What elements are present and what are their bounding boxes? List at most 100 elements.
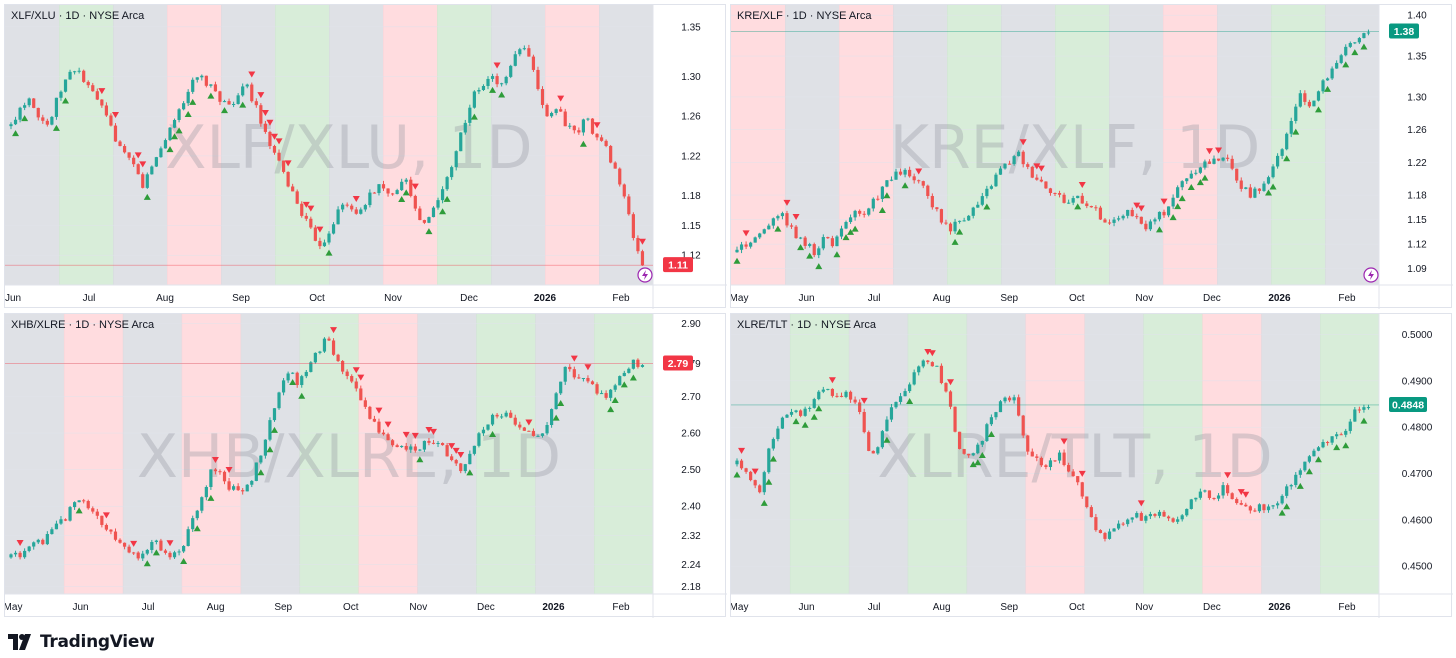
candle-body [1248, 506, 1252, 511]
candle-body [13, 119, 18, 125]
candle-body [132, 552, 136, 554]
candle-body [830, 388, 834, 396]
candle-body [495, 76, 499, 85]
candle-body [522, 427, 526, 431]
last-price-badge [663, 257, 693, 273]
candle-body [1203, 161, 1207, 168]
candle-body [86, 501, 90, 509]
chart-pane-xlre-tlt[interactable]: 0.5000 0.4900 0.4800 0.4700 0.4600 0.4500 May J… [730, 313, 1453, 618]
candle-body [386, 188, 390, 194]
buy-signal-marker [1314, 106, 1322, 113]
candle-body [590, 118, 595, 134]
buy-signal-marker [956, 228, 964, 235]
buy-signal-marker [847, 228, 855, 235]
candle-body [359, 388, 363, 401]
candle-body [127, 152, 131, 158]
candle-body [898, 396, 903, 402]
sell-signal-marker [429, 428, 437, 435]
candle-body [1180, 515, 1184, 520]
candle-body [1026, 435, 1030, 452]
candle-body [304, 215, 308, 219]
regime-band [893, 5, 948, 285]
candle-body [527, 430, 531, 432]
lightning-icon[interactable] [1363, 267, 1379, 283]
sell-signal-marker [928, 350, 936, 357]
candle-body [481, 86, 486, 91]
candle-body [554, 393, 558, 410]
candle-body [1298, 470, 1302, 475]
chart-pane-kre-xlf[interactable]: 1.40 1.35 1.30 1.26 1.22 1.18 1.15 1.12 1.09 May J… [730, 4, 1453, 309]
candle-body [277, 152, 281, 161]
chart-canvas[interactable]: 1.40 1.35 1.30 1.26 1.22 1.18 1.15 1.12 1.09 May J… [731, 5, 1453, 309]
regime-band [545, 5, 600, 285]
candle-body [550, 112, 554, 117]
x-tick-label: Oct [1069, 602, 1085, 613]
candle-body [200, 75, 204, 78]
candle-body [331, 224, 336, 234]
candle-body [858, 210, 862, 214]
candle-body [245, 84, 249, 87]
candle-body [550, 409, 554, 426]
buy-signal-marker [806, 252, 814, 259]
candle-body [948, 223, 953, 232]
candle-body [1198, 167, 1202, 173]
candle-body [518, 424, 522, 428]
candle-body [1216, 158, 1221, 161]
candle-body [254, 101, 258, 106]
candle-body [998, 401, 1003, 413]
sell-signal-marker [425, 426, 433, 433]
chart-pane-xlf-xlu[interactable]: 1.35 1.30 1.26 1.22 1.18 1.15 1.12 Jun Jul Aug Sep… [4, 4, 727, 309]
candle-body [1257, 504, 1262, 512]
y-tick-label: 1.30 [1407, 92, 1427, 103]
sell-signal-marker [352, 196, 360, 203]
buy-signal-marker [901, 182, 909, 189]
x-tick-label: Aug [933, 602, 951, 613]
candle-body [563, 111, 567, 127]
candle-body [1335, 434, 1339, 437]
candle-body [627, 368, 631, 373]
tradingview-footer[interactable]: TradingView [8, 630, 155, 654]
candle-body [459, 463, 463, 472]
symbol-label: XLRE/TLT [737, 319, 788, 331]
candle-body [1207, 161, 1212, 164]
sell-signal-marker [275, 138, 283, 145]
candle-body [631, 359, 635, 369]
candle-body [971, 453, 975, 456]
candle-body [236, 95, 240, 104]
candle-body [318, 240, 322, 247]
watermark: KRE/XLF, 1D [890, 113, 1261, 183]
candle-body [889, 179, 894, 181]
candle-body [1280, 495, 1284, 504]
candle-body [1057, 452, 1062, 461]
candle-body [50, 116, 54, 125]
candle-body [1289, 120, 1293, 134]
chart-canvas[interactable]: 1.35 1.30 1.26 1.22 1.18 1.15 1.12 Jun Jul Aug Sep… [5, 5, 727, 309]
buy-signal-marker [760, 499, 768, 506]
candle-body [1276, 155, 1280, 167]
candle-body [391, 440, 395, 446]
buy-signal-marker [175, 127, 183, 134]
candle-body [377, 184, 381, 194]
candle-body [1294, 474, 1298, 486]
lightning-icon[interactable] [637, 267, 653, 283]
candle-body [227, 481, 231, 490]
candle-body [100, 515, 104, 525]
candle-body [962, 220, 966, 222]
candle-body [291, 372, 295, 374]
candle-body [63, 519, 68, 521]
candle-body [463, 464, 467, 472]
candle-body [844, 391, 848, 397]
candle-body [1203, 490, 1207, 492]
candle-body [1321, 80, 1325, 92]
chart-pane-xhb-xlre[interactable]: 2.90 2.79 2.70 2.60 2.50 2.40 2.32 2.24 2.18 May J… [4, 313, 727, 618]
candle-body [753, 480, 757, 486]
y-tick-label: 1.35 [1407, 52, 1427, 63]
chart-canvas[interactable]: 2.90 2.79 2.70 2.60 2.50 2.40 2.32 2.24 2.18 May J… [5, 314, 727, 618]
x-tick-label: 2026 [534, 293, 557, 304]
chart-canvas[interactable]: 0.5000 0.4900 0.4800 0.4700 0.4600 0.4500 May J… [731, 314, 1453, 618]
candle-body [431, 207, 436, 218]
regime-band [731, 314, 791, 594]
buy-signal-marker [184, 111, 192, 118]
candle-body [1362, 407, 1366, 410]
candle-body [867, 432, 871, 451]
